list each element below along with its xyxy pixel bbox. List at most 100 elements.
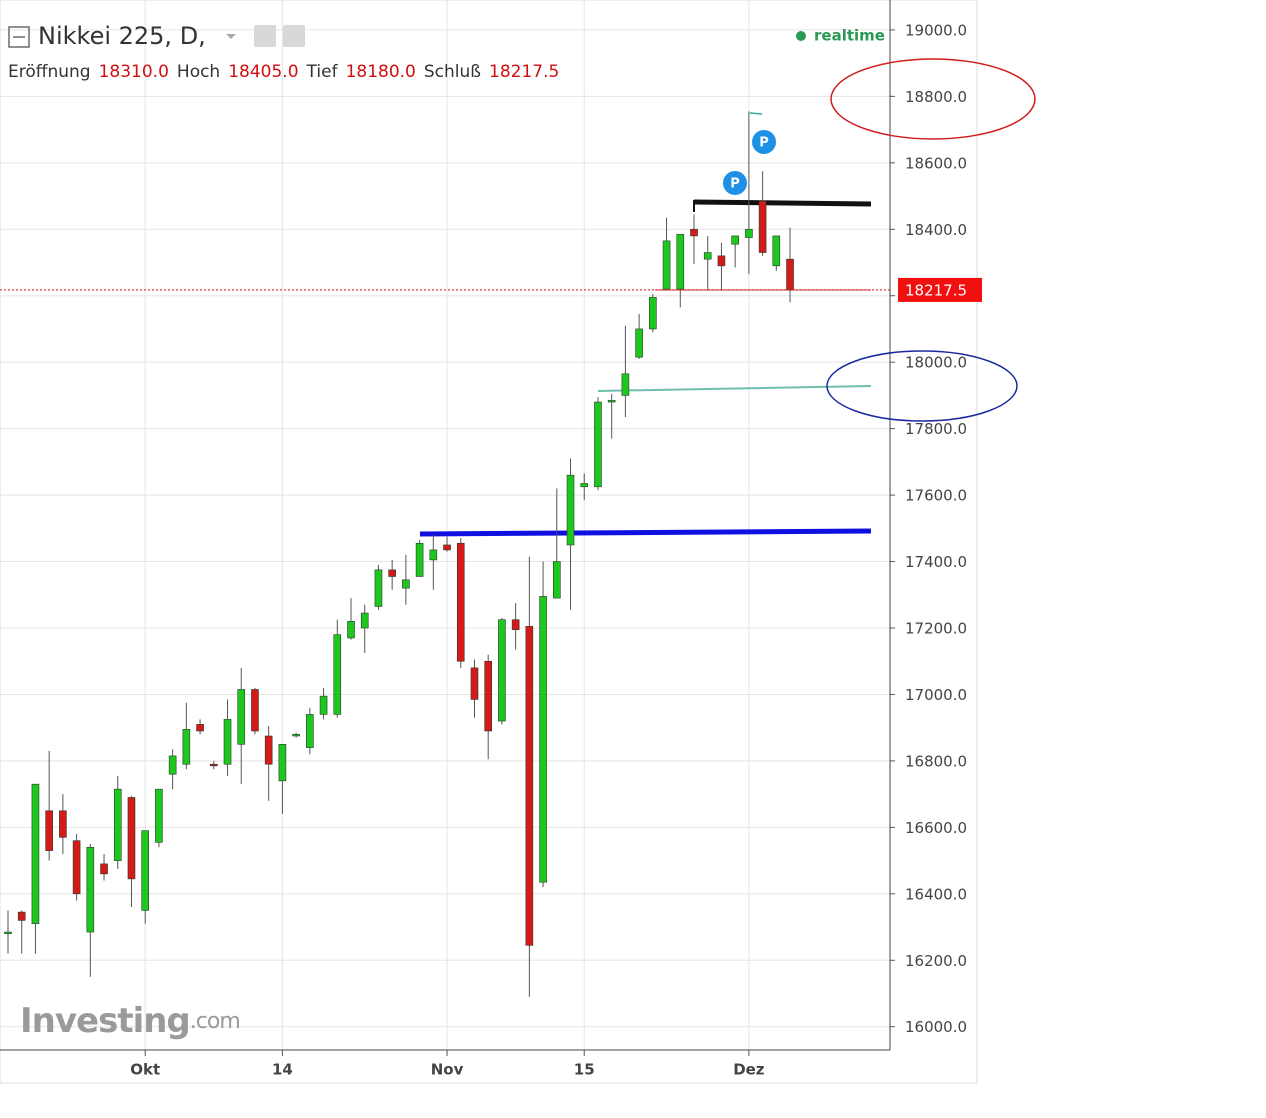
ohlc-name: Schluß bbox=[424, 62, 481, 82]
candle-body bbox=[525, 626, 534, 946]
candle-body bbox=[498, 619, 506, 722]
y-tick-label: 18600.0 bbox=[905, 154, 967, 172]
last-price-label: 18217.5 bbox=[905, 281, 967, 299]
settings-icon[interactable] bbox=[254, 25, 276, 47]
candle-body bbox=[745, 228, 753, 238]
candle-body bbox=[155, 788, 163, 843]
resistance-line bbox=[693, 199, 872, 207]
candle-body bbox=[649, 297, 657, 330]
candle-body bbox=[470, 667, 479, 700]
ohlc-header: Eröffnung 18310.0 Hoch 18405.0 Tief 18180.0 Sc… bbox=[8, 62, 559, 82]
candle-body bbox=[402, 579, 410, 589]
candle-body bbox=[196, 724, 204, 732]
ohlc-text: Eröffnung 18310.0 Hoch 18405.0 Tief 18180.0 Sc… bbox=[8, 62, 559, 82]
candle-body bbox=[758, 200, 767, 253]
realtime-dot bbox=[796, 31, 806, 41]
candle-body bbox=[484, 660, 493, 732]
y-tick-label: 16000.0 bbox=[905, 1018, 967, 1036]
candle-body bbox=[621, 373, 630, 396]
candle-body bbox=[347, 621, 355, 639]
candle-body bbox=[45, 810, 53, 851]
y-tick-label: 16400.0 bbox=[905, 885, 967, 903]
highlight-ellipse bbox=[826, 350, 1018, 422]
candle-body bbox=[72, 840, 81, 895]
y-tick-label: 17200.0 bbox=[905, 620, 967, 638]
realtime-label: realtime bbox=[814, 27, 885, 45]
ohlc-value: 18180.0 bbox=[346, 62, 416, 82]
candle-body bbox=[168, 755, 177, 775]
watermark-suffix: .com bbox=[190, 1009, 240, 1034]
candle-body bbox=[717, 255, 726, 267]
candle-body bbox=[100, 863, 108, 875]
last-price-box bbox=[898, 277, 982, 302]
x-tick-label: 14 bbox=[272, 1061, 293, 1079]
pivot-letter: P bbox=[730, 177, 740, 192]
y-tick-label: 19000.0 bbox=[905, 21, 967, 39]
candle-body bbox=[223, 719, 232, 765]
y-tick-label: 16800.0 bbox=[905, 752, 967, 770]
candle-body bbox=[182, 729, 191, 765]
candle-body bbox=[306, 714, 314, 748]
y-tick-label: 18800.0 bbox=[905, 88, 967, 106]
annotations bbox=[826, 58, 1036, 422]
y-tick-label: 17000.0 bbox=[905, 686, 967, 704]
gear-icon[interactable] bbox=[283, 25, 305, 47]
pivot-marker bbox=[723, 171, 747, 195]
candle-body bbox=[17, 911, 26, 921]
pivot-letter: P bbox=[759, 136, 769, 151]
candle-body bbox=[264, 735, 273, 765]
trend-line bbox=[597, 385, 872, 392]
x-tick-label: Nov bbox=[431, 1061, 464, 1079]
support-line bbox=[419, 528, 872, 537]
candle-body bbox=[360, 612, 369, 629]
ohlc-name: Hoch bbox=[177, 62, 220, 82]
candle-body bbox=[429, 549, 438, 561]
candle-body bbox=[456, 542, 465, 662]
y-tick-label: 18400.0 bbox=[905, 221, 967, 239]
candle-body bbox=[4, 931, 12, 935]
candle-body bbox=[539, 596, 547, 883]
candle-body bbox=[86, 847, 95, 933]
y-tick-label: 17400.0 bbox=[905, 553, 967, 571]
candle-body bbox=[662, 240, 671, 290]
candle-body bbox=[676, 233, 685, 290]
candle-body bbox=[127, 797, 136, 880]
candle-body bbox=[786, 258, 794, 291]
x-tick-label: Dez bbox=[733, 1061, 765, 1079]
candle-body bbox=[319, 695, 328, 715]
candle-body bbox=[703, 252, 712, 260]
candle-body bbox=[31, 783, 40, 925]
candle-body bbox=[690, 228, 698, 237]
watermark-main: Investing bbox=[20, 1001, 190, 1041]
candle-body bbox=[607, 400, 616, 403]
candle-body bbox=[237, 689, 246, 745]
y-tick-label: 17600.0 bbox=[905, 487, 967, 505]
candle-body bbox=[580, 483, 589, 488]
ohlc-name: Tief bbox=[306, 62, 339, 82]
x-tick-label: 15 bbox=[574, 1061, 595, 1079]
ohlc-value: 18310.0 bbox=[99, 62, 169, 82]
candle-body bbox=[635, 328, 643, 358]
candle-body bbox=[552, 561, 561, 599]
flag bbox=[749, 112, 763, 115]
collapse-icon[interactable] bbox=[8, 26, 30, 48]
pivot-marker bbox=[752, 130, 776, 154]
candle-body bbox=[292, 734, 300, 737]
y-tick-label: 17800.0 bbox=[905, 420, 967, 438]
ohlc-value: 18217.5 bbox=[489, 62, 559, 82]
candle-body bbox=[210, 763, 218, 767]
candle-body bbox=[251, 689, 259, 732]
candle-body bbox=[59, 810, 67, 838]
watermark: Investing.com bbox=[20, 1001, 240, 1041]
candle-body bbox=[731, 235, 739, 245]
chart-title: Nikkei 225, D, bbox=[38, 22, 206, 50]
candle-body bbox=[113, 788, 122, 861]
candle-body bbox=[278, 744, 287, 782]
candles: 18217.5 bbox=[0, 111, 982, 997]
candle-body bbox=[443, 544, 451, 551]
highlight-ellipse bbox=[830, 58, 1036, 140]
dropdown-arrow[interactable] bbox=[226, 34, 236, 39]
candle-body bbox=[415, 542, 424, 577]
y-tick-label: 16600.0 bbox=[905, 819, 967, 837]
